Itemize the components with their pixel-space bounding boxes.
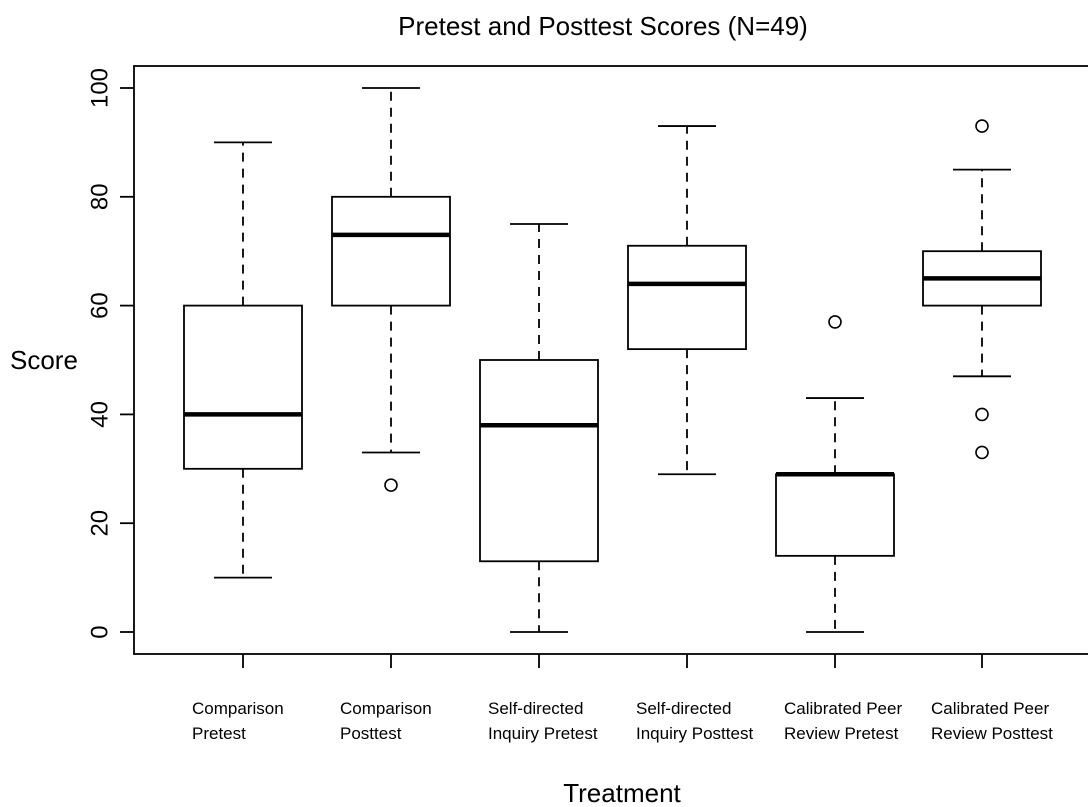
y-axis-title: Score bbox=[10, 345, 78, 375]
x-category-label: Comparison bbox=[192, 699, 284, 718]
boxes-group bbox=[183, 87, 1042, 633]
y-tick-label: 20 bbox=[87, 510, 114, 537]
box-5 bbox=[775, 315, 895, 633]
x-axis-title: Treatment bbox=[563, 778, 681, 807]
x-category-label: Pretest bbox=[192, 724, 246, 743]
x-category-label: Review Posttest bbox=[931, 724, 1053, 743]
outlier-point bbox=[828, 315, 842, 329]
box-2 bbox=[331, 87, 451, 492]
outlier-point bbox=[975, 445, 989, 460]
x-category-label: Review Pretest bbox=[784, 724, 899, 743]
chart-title: Pretest and Posttest Scores (N=49) bbox=[398, 11, 808, 41]
outlier-point bbox=[975, 407, 989, 422]
y-tick-label: 60 bbox=[87, 292, 114, 319]
outlier-point bbox=[384, 478, 398, 492]
y-tick-label: 0 bbox=[87, 625, 114, 638]
y-tick-label: 40 bbox=[87, 401, 114, 428]
x-category-label: Inquiry Posttest bbox=[636, 724, 753, 743]
iqr-box bbox=[627, 244, 747, 351]
box-4 bbox=[627, 125, 747, 476]
y-axis: 0 20 40 60 80 100 bbox=[87, 68, 134, 639]
plot-frame bbox=[133, 65, 1088, 655]
x-category-label: Self-directed bbox=[488, 699, 583, 718]
box-6 bbox=[922, 119, 1042, 460]
x-category-label: Calibrated Peer bbox=[931, 699, 1049, 718]
x-category-label: Comparison bbox=[340, 699, 432, 718]
x-category-label: Calibrated Peer bbox=[784, 699, 902, 718]
iqr-box bbox=[331, 195, 451, 307]
iqr-box bbox=[183, 304, 303, 470]
x-category-label: Posttest bbox=[340, 724, 402, 743]
x-axis: Comparison Pretest Comparison Posttest Self-… bbox=[192, 654, 1053, 743]
x-category-label: Self-directed bbox=[636, 699, 731, 718]
y-tick-label: 100 bbox=[87, 68, 114, 108]
x-category-label: Inquiry Pretest bbox=[488, 724, 598, 743]
outlier-point bbox=[975, 119, 989, 133]
y-tick-label: 80 bbox=[87, 183, 114, 210]
iqr-box bbox=[479, 359, 599, 563]
box-3 bbox=[479, 223, 599, 633]
box-1 bbox=[183, 141, 303, 579]
iqr-box bbox=[775, 473, 895, 557]
